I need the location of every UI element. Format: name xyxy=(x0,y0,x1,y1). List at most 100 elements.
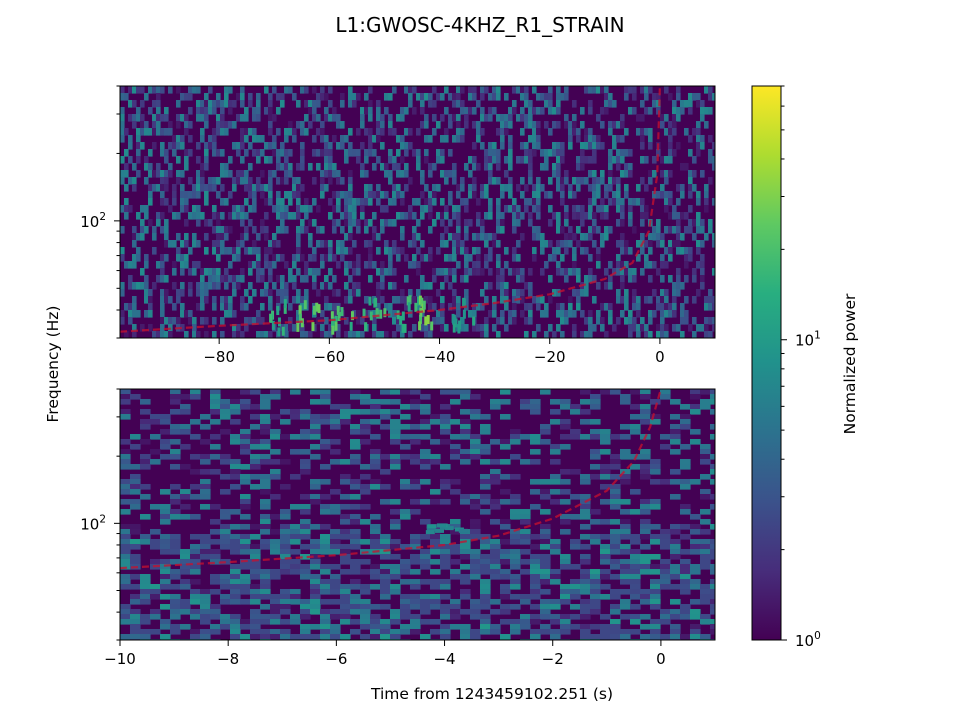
bottom-heatmap-cell xyxy=(640,394,651,400)
top-heatmap-cell xyxy=(132,240,137,248)
bottom-heatmap-cell xyxy=(180,599,191,605)
top-heatmap-cell xyxy=(372,261,377,269)
bottom-heatmap-cell xyxy=(610,544,621,550)
top-heatmap-cell xyxy=(356,331,361,338)
top-heatmap-cell xyxy=(400,212,405,220)
top-heatmap-cell xyxy=(520,128,525,136)
top-heatmap-cell xyxy=(136,156,141,164)
top-heatmap-cell xyxy=(544,156,549,164)
top-heatmap-cell xyxy=(416,219,421,227)
top-heatmap-cell xyxy=(432,268,437,276)
top-heatmap-cell xyxy=(128,310,133,318)
top-heatmap-cell xyxy=(488,282,493,290)
bottom-heatmap-cell xyxy=(170,599,181,605)
top-heatmap-cell xyxy=(504,296,509,304)
bottom-heatmap-cell xyxy=(290,534,301,540)
bottom-x-tick-label: −6 xyxy=(325,650,347,668)
top-heatmap-cell xyxy=(364,310,369,318)
top-heatmap-cell xyxy=(400,331,405,338)
bottom-heatmap-cell xyxy=(250,464,261,470)
top-heatmap-cell xyxy=(700,135,705,143)
top-heatmap-cell xyxy=(236,240,241,248)
top-heatmap-cell xyxy=(488,170,493,178)
top-heatmap-cell xyxy=(616,184,621,192)
bottom-heatmap-cell xyxy=(250,619,261,625)
bottom-heatmap-cell xyxy=(170,609,181,615)
top-heatmap-cell xyxy=(220,163,225,171)
x-axis-label: Time from 1243459102.251 (s) xyxy=(370,685,613,703)
bottom-heatmap-cell xyxy=(340,419,351,425)
top-heatmap-cell xyxy=(500,121,505,129)
top-heatmap-cell xyxy=(560,331,565,338)
bottom-heatmap-cell xyxy=(640,414,651,420)
top-heatmap-cell xyxy=(476,212,481,220)
top-heatmap-cell xyxy=(464,107,469,115)
bottom-heatmap-cell xyxy=(390,574,401,580)
top-heatmap-cell xyxy=(360,163,365,171)
bottom-heatmap-cell xyxy=(140,629,151,635)
top-heatmap-cell xyxy=(664,261,669,269)
top-heatmap-cell xyxy=(312,247,317,255)
bottom-heatmap-cell xyxy=(190,494,201,500)
top-heatmap-cell xyxy=(256,177,261,185)
top-heatmap-cell xyxy=(516,289,521,297)
bottom-heatmap-cell xyxy=(670,524,681,530)
bottom-heatmap-cell xyxy=(640,569,651,575)
top-heatmap-cell xyxy=(504,303,509,311)
bottom-heatmap-cell xyxy=(350,629,361,635)
top-heatmap-cell xyxy=(704,86,709,94)
top-heatmap-cell xyxy=(700,114,705,122)
top-heatmap-cell xyxy=(388,261,393,269)
bottom-heatmap-cell xyxy=(690,599,701,605)
top-heatmap-cell xyxy=(156,93,161,101)
bottom-heatmap-cell xyxy=(210,419,221,425)
top-heatmap-cell xyxy=(216,121,221,129)
top-heatmap-cell xyxy=(180,142,185,150)
top-heatmap-cell xyxy=(120,247,125,255)
top-heatmap-cell xyxy=(328,282,333,290)
top-heatmap-cell xyxy=(208,107,213,115)
top-heatmap-cell xyxy=(376,156,381,164)
top-heatmap-cell xyxy=(220,184,225,192)
top-heatmap-cell xyxy=(444,128,449,136)
top-heatmap-cell xyxy=(676,86,681,94)
bottom-heatmap-cell xyxy=(490,599,501,605)
top-heatmap-cell xyxy=(212,268,217,276)
bottom-heatmap-cell xyxy=(550,549,561,555)
top-heatmap-cell xyxy=(232,142,237,150)
top-heatmap-cell xyxy=(184,331,189,338)
bottom-heatmap-cell xyxy=(410,599,421,605)
top-heatmap-cell xyxy=(144,261,149,269)
top-heatmap-cell xyxy=(352,205,357,213)
top-heatmap-cell xyxy=(220,233,225,241)
top-heatmap-cell xyxy=(656,296,661,304)
bottom-hotspot-cell xyxy=(458,528,468,533)
top-heatmap-cell xyxy=(260,303,265,311)
bottom-heatmap-cell xyxy=(150,434,161,440)
bottom-heatmap-cell xyxy=(690,549,701,555)
top-heatmap-cell xyxy=(684,261,689,269)
bottom-heatmap-cell xyxy=(330,459,341,465)
top-heatmap-cell xyxy=(648,86,653,94)
top-heatmap-cell xyxy=(292,128,297,136)
top-heatmap-cell xyxy=(500,135,505,143)
bottom-heatmap-cell xyxy=(710,504,715,510)
top-heatmap-cell xyxy=(248,184,253,192)
top-heatmap-cell xyxy=(672,240,677,248)
bottom-x-axis-ticks: −10 −8 −6 −4 −2 0 xyxy=(104,640,666,668)
bottom-heatmap-cell xyxy=(250,404,261,410)
top-heatmap-cell xyxy=(464,114,469,122)
top-x-tick-label: −80 xyxy=(203,348,235,366)
bottom-heatmap-cell xyxy=(500,619,511,625)
top-heatmap-cell xyxy=(536,121,541,129)
top-heatmap-cell xyxy=(484,191,489,199)
bottom-heatmap-cell xyxy=(330,534,341,540)
top-heatmap-cell xyxy=(384,219,389,227)
top-heatmap-cell xyxy=(240,128,245,136)
top-heatmap-cell xyxy=(220,296,225,304)
top-heatmap-cell xyxy=(164,107,169,115)
top-heatmap-cell xyxy=(344,268,349,276)
bottom-heatmap-cell xyxy=(350,529,361,535)
top-heatmap-cell xyxy=(252,247,257,255)
top-heatmap-cell xyxy=(368,191,373,199)
